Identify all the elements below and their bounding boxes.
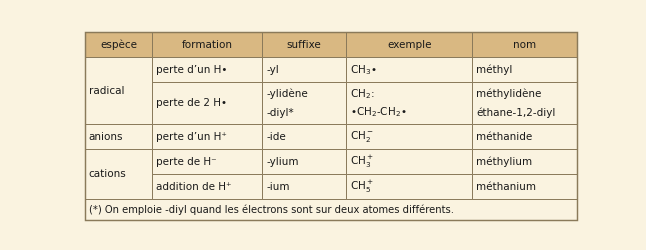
Text: anions: anions [89, 132, 123, 142]
Bar [472, 149, 578, 174]
Bar [346, 82, 472, 124]
Text: méthanide: méthanide [476, 132, 533, 142]
Text: •$\mathregular{CH_2}$-$\mathregular{CH_2}$•: •$\mathregular{CH_2}$-$\mathregular{CH_2… [350, 106, 406, 120]
Text: nom: nom [514, 40, 536, 50]
Text: $\mathregular{CH_2}$:: $\mathregular{CH_2}$: [350, 87, 374, 101]
Text: -ide: -ide [266, 132, 286, 142]
Bar [472, 32, 578, 57]
Bar [262, 174, 346, 199]
Text: -diyl*: -diyl* [266, 108, 294, 118]
Text: -ylium: -ylium [266, 157, 299, 167]
Bar [346, 124, 472, 149]
Bar [472, 174, 578, 199]
Bar [152, 149, 262, 174]
Text: perte de H⁻: perte de H⁻ [156, 157, 216, 167]
Text: $\mathregular{CH_2^-}$: $\mathregular{CH_2^-}$ [350, 129, 374, 144]
Bar [262, 124, 346, 149]
Bar [85, 199, 578, 220]
Text: méthylium: méthylium [476, 156, 532, 167]
Text: radical: radical [89, 86, 124, 96]
Text: (*) On emploie -diyl quand les électrons sont sur deux atomes différents.: (*) On emploie -diyl quand les électrons… [89, 204, 453, 215]
Text: perte d’un H⁺: perte d’un H⁺ [156, 132, 227, 142]
Text: perte de 2 H•: perte de 2 H• [156, 98, 227, 108]
Bar [472, 82, 578, 124]
Bar [152, 32, 262, 57]
Bar [152, 82, 262, 124]
Text: méthylidène: méthylidène [476, 89, 542, 99]
Text: espèce: espèce [100, 40, 137, 50]
Bar [85, 124, 152, 149]
Text: $\mathregular{CH_5^+}$: $\mathregular{CH_5^+}$ [350, 178, 374, 195]
Text: -yl: -yl [266, 65, 279, 75]
Text: -ylidène: -ylidène [266, 89, 308, 99]
Bar [346, 149, 472, 174]
Bar [85, 57, 152, 124]
Bar [85, 32, 152, 57]
Text: -ium: -ium [266, 182, 290, 192]
Text: formation: formation [182, 40, 233, 50]
Bar [262, 57, 346, 82]
Bar [152, 57, 262, 82]
Bar [262, 82, 346, 124]
Bar [152, 124, 262, 149]
Text: $\mathregular{CH_3^+}$: $\mathregular{CH_3^+}$ [350, 154, 374, 170]
Text: cations: cations [89, 169, 127, 179]
Text: méthyl: méthyl [476, 64, 513, 75]
Bar [262, 32, 346, 57]
Text: addition de H⁺: addition de H⁺ [156, 182, 231, 192]
Bar [346, 174, 472, 199]
Bar [346, 32, 472, 57]
Bar [346, 57, 472, 82]
Text: $\mathregular{CH_3}$•: $\mathregular{CH_3}$• [350, 63, 377, 76]
Text: éthane-1,2-diyl: éthane-1,2-diyl [476, 107, 556, 118]
Text: exemple: exemple [387, 40, 432, 50]
Text: perte d’un H•: perte d’un H• [156, 65, 227, 75]
Text: méthanium: méthanium [476, 182, 536, 192]
Bar [152, 174, 262, 199]
Bar [472, 57, 578, 82]
Text: suffixe: suffixe [287, 40, 322, 50]
Bar [472, 124, 578, 149]
Bar [85, 149, 152, 199]
Bar [262, 149, 346, 174]
